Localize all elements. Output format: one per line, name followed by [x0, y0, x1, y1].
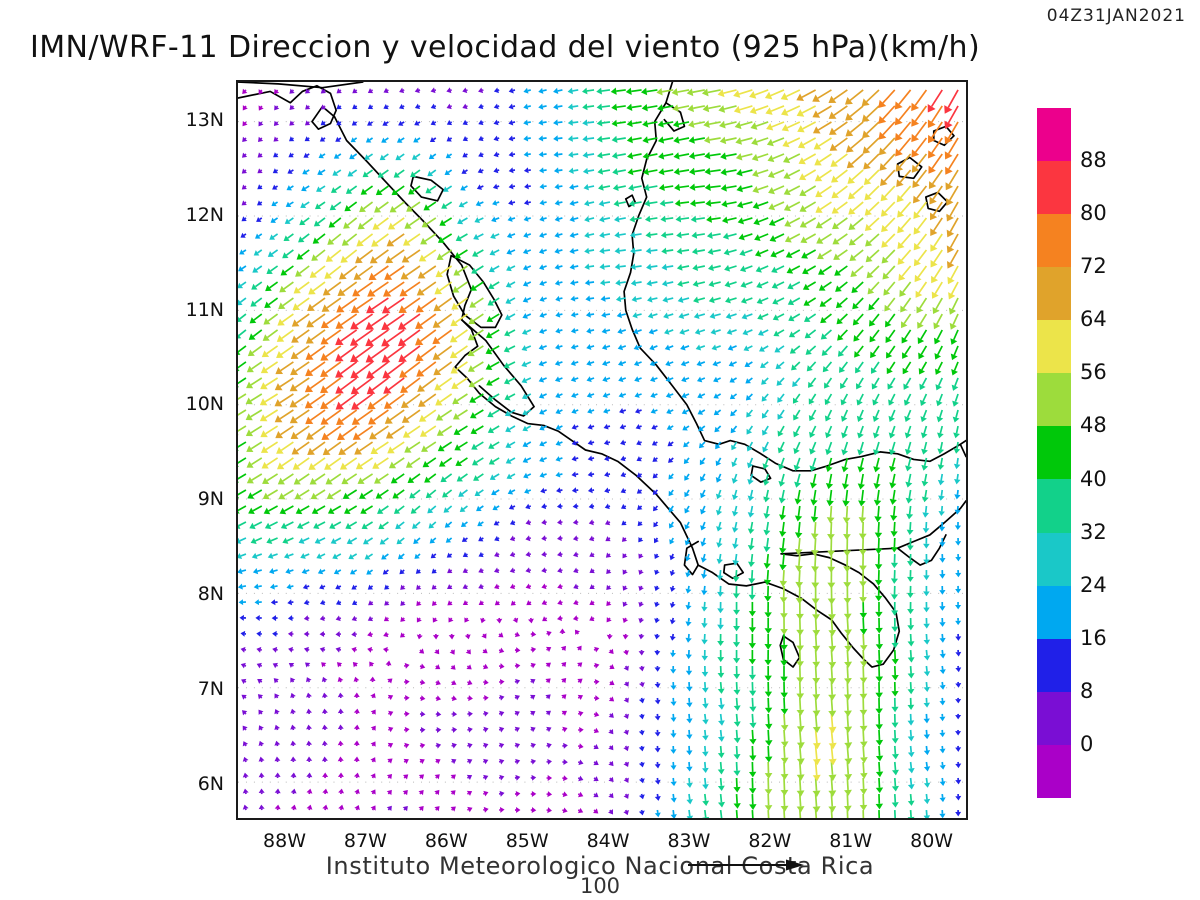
colorbar-band — [1037, 373, 1071, 427]
y-axis-tick: 12N — [185, 203, 224, 226]
y-axis-tick: 9N — [197, 488, 224, 511]
colorbar-band — [1037, 214, 1071, 268]
x-axis-tick: 88W — [263, 830, 306, 852]
timestamp-label: 04Z31JAN2021 — [1046, 6, 1186, 26]
colorbar-tick-label: 72 — [1080, 254, 1107, 279]
wind-vector-field — [238, 82, 966, 818]
x-axis-tick: 84W — [586, 830, 630, 852]
x-axis-tick: 86W — [424, 830, 468, 852]
colorbar-band — [1037, 532, 1071, 586]
colorbar-tick-label: 80 — [1080, 201, 1107, 226]
colorbar-tick-label: 48 — [1080, 413, 1107, 438]
colorbar-band — [1037, 479, 1071, 533]
y-axis-tick: 8N — [197, 583, 224, 606]
x-axis-tick: 82W — [748, 830, 792, 852]
page-title: IMN/WRF-11 Direccion y velocidad del vie… — [30, 30, 981, 65]
colorbar-band — [1037, 585, 1071, 639]
colorbar-band — [1037, 691, 1071, 745]
colorbar-tick-label: 24 — [1080, 572, 1107, 597]
x-axis-tick: 85W — [505, 830, 549, 852]
y-axis-tick: 6N — [197, 772, 224, 795]
colorbar-tick-label: 0 — [1080, 731, 1094, 756]
colorbar-band — [1037, 744, 1071, 798]
colorbar-tick-label: 64 — [1080, 307, 1107, 332]
colorbar-tick-label: 40 — [1080, 466, 1107, 491]
reference-vector-label: 100 — [579, 874, 621, 898]
colorbar-tick-label: 8 — [1080, 678, 1094, 703]
colorbar-tick-label: 16 — [1080, 625, 1107, 650]
y-axis-tick: 10N — [185, 393, 224, 416]
colorbar-band — [1037, 426, 1071, 480]
y-axis-tick: 7N — [197, 678, 224, 701]
x-axis-tick: 87W — [343, 830, 387, 852]
colorbar-band — [1037, 161, 1071, 215]
colorbar-band — [1037, 320, 1071, 374]
x-axis-tick: 83W — [667, 830, 711, 852]
colorbar-band — [1037, 267, 1071, 321]
colorbar-tick-label: 32 — [1080, 519, 1107, 544]
x-axis-tick: 80W — [910, 830, 954, 852]
x-axis-tick: 81W — [829, 830, 873, 852]
colorbar-band — [1037, 108, 1071, 162]
reference-vector-arrow — [688, 859, 804, 871]
colorbar-tick-label: 88 — [1080, 148, 1107, 173]
map-plot-area — [236, 80, 968, 820]
y-axis-tick: 13N — [185, 108, 224, 131]
colorbar-band — [1037, 638, 1071, 692]
colorbar-tick-label: 56 — [1080, 360, 1107, 385]
y-axis-tick: 11N — [185, 298, 224, 321]
colorbar-legend — [1037, 108, 1071, 798]
